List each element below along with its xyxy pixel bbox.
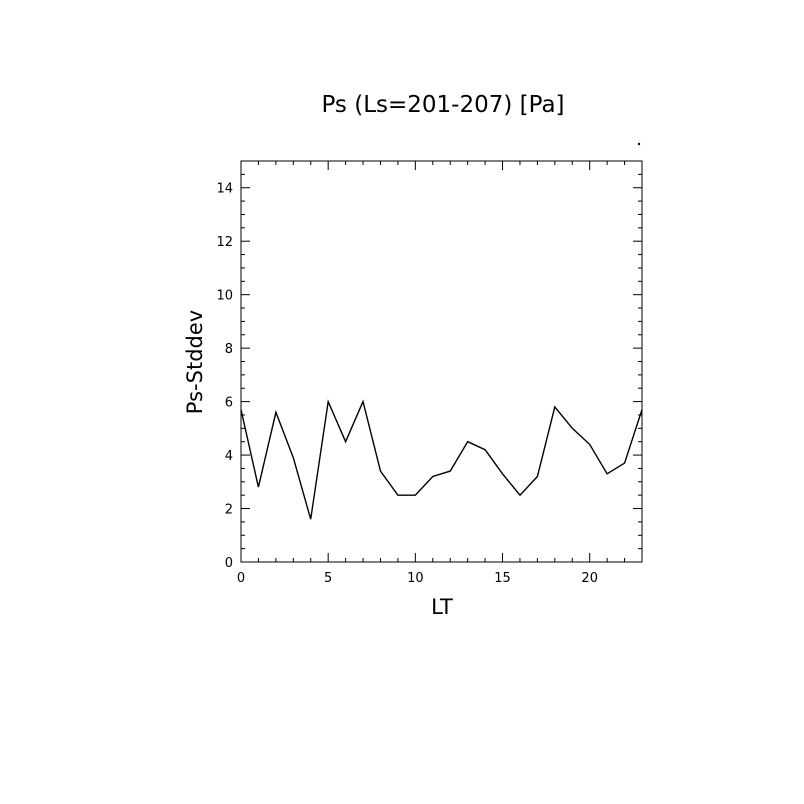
series-line	[240, 399, 643, 520]
corner-dot	[637, 142, 641, 146]
y-tick-label: 10	[216, 289, 233, 304]
plot-frame	[240, 160, 643, 563]
y-axis-label: Ps-Stddev	[183, 310, 207, 414]
x-axis-label: LT	[431, 595, 453, 619]
x-tick-label: 0	[237, 571, 245, 586]
y-tick-label: 6	[225, 396, 233, 411]
x-tick-label: 20	[581, 571, 598, 586]
x-tick-label: 10	[407, 571, 424, 586]
ticks	[240, 160, 643, 563]
y-tick-label: 12	[216, 235, 233, 250]
x-tick-label: 5	[324, 571, 332, 586]
y-tick-label: 0	[225, 556, 233, 571]
x-tick-label: 15	[494, 571, 511, 586]
chart-title: Ps (Ls=201-207) [Pa]	[321, 92, 564, 118]
y-tick-label: 2	[225, 503, 233, 518]
tick-labels: 0 5 10 15 20 0 2 4 6 8 10 12 14	[216, 182, 598, 586]
y-tick-label: 8	[225, 342, 233, 357]
y-tick-label: 14	[216, 182, 233, 197]
y-tick-label: 4	[225, 449, 233, 464]
